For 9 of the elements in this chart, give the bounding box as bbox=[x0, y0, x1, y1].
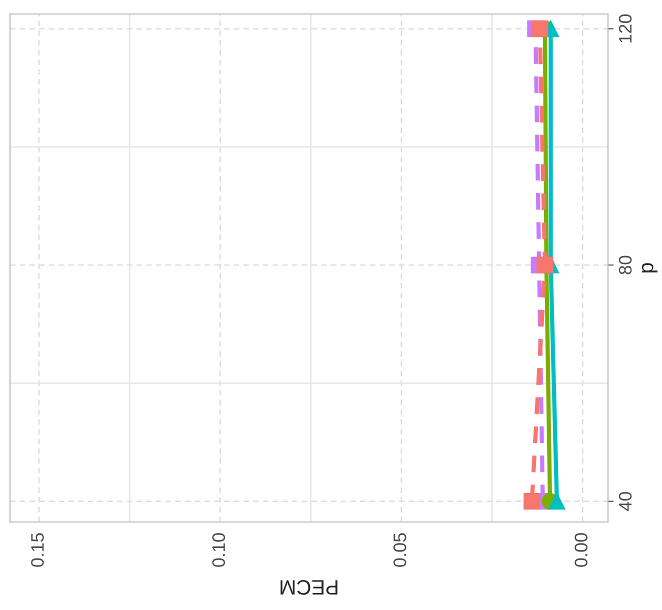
y-tick-label: 80 bbox=[618, 256, 632, 274]
x-tick-label: 0.15 bbox=[31, 533, 44, 567]
x-tick-label: 0.05 bbox=[393, 533, 406, 567]
x-tick-label: 0.10 bbox=[212, 533, 226, 567]
y-axis-title: p bbox=[642, 263, 658, 272]
x-axis-title: PECM bbox=[280, 580, 338, 595]
x-tick-label: 0.00 bbox=[574, 533, 588, 567]
y-tick-label: 120 bbox=[618, 14, 632, 42]
y-tick-label: 40 bbox=[618, 492, 632, 511]
